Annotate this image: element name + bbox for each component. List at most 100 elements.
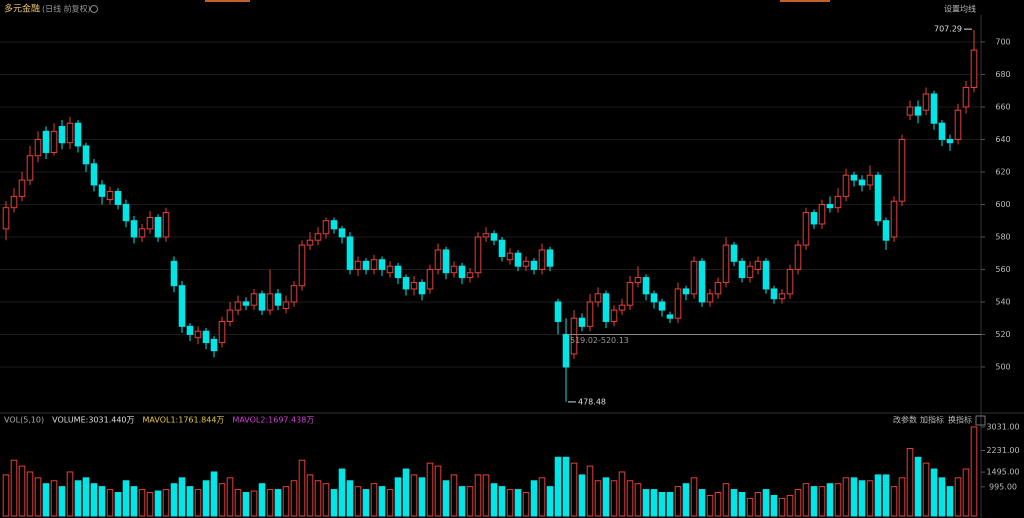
candle-body [890, 200, 898, 238]
candle-body [674, 288, 682, 319]
candle-body [970, 49, 978, 88]
candle-body [122, 203, 130, 222]
candle-body [34, 138, 42, 157]
volume-bar [690, 477, 698, 517]
candle-body [26, 155, 34, 181]
volume-bar [706, 494, 714, 517]
candle-body [634, 277, 642, 283]
volume-bar [546, 486, 554, 517]
candle-body [306, 239, 314, 246]
candle-body [346, 236, 354, 270]
volume-bar [322, 483, 330, 517]
volume-bar [538, 477, 546, 517]
volume-bar [794, 489, 802, 517]
volume-bar [2, 474, 10, 517]
candle-body [722, 244, 730, 283]
volume-button[interactable]: 改参数 [893, 415, 917, 425]
ma-settings[interactable]: 设置均线 [944, 4, 976, 14]
volume-bar [186, 486, 194, 517]
candle-body [770, 288, 778, 300]
volume-bar [450, 474, 458, 517]
candle-body [594, 293, 602, 303]
candle-body [114, 190, 122, 205]
candle-body [330, 220, 338, 230]
y-tick-label: 680 [995, 70, 1010, 79]
volume-bar [114, 492, 122, 517]
y-tick-label: 500 [995, 362, 1010, 371]
candle-body [706, 293, 714, 303]
volume-bar [10, 459, 18, 517]
volume-bar [498, 486, 506, 517]
ref-label: 519.02-520.13 [570, 336, 629, 345]
volume-bar [466, 486, 474, 517]
volume-bar [434, 465, 442, 517]
candle-body [898, 138, 906, 202]
volume-bar [594, 480, 602, 517]
y-tick-label: 580 [995, 232, 1010, 241]
candle-body [626, 281, 634, 306]
low-label: 478.48 [578, 397, 606, 406]
candle-body [762, 260, 770, 290]
volume-bar [818, 486, 826, 517]
candle-body [194, 330, 202, 339]
candle-body [106, 190, 114, 201]
candle-body [146, 216, 154, 230]
volume-indicator: MAVOL2:1697.438万 [232, 416, 314, 425]
close-button[interactable] [975, 415, 986, 426]
volume-bar [626, 480, 634, 517]
volume-bar [722, 483, 730, 517]
volume-bar [930, 468, 938, 517]
volume-bar [746, 497, 754, 517]
candle-body [274, 293, 282, 306]
volume-bar [258, 483, 266, 517]
period: (日线 前复权) [42, 4, 91, 14]
candle-body [666, 314, 674, 319]
volume-bar [90, 483, 98, 517]
volume-button[interactable]: 换指标 [948, 415, 972, 425]
volume-bar [362, 489, 370, 517]
candle-body [962, 86, 970, 108]
volume-bar [330, 489, 338, 517]
candle-body [546, 249, 554, 267]
volume-bar [618, 471, 626, 517]
volume-bar [154, 490, 162, 517]
candle-body [370, 259, 378, 270]
candle-body [162, 212, 170, 238]
volume-bar [530, 480, 538, 517]
volume-button[interactable]: 加指标 [920, 415, 944, 425]
volume-bar [242, 492, 250, 517]
candle-body [538, 249, 546, 270]
volume-bar [578, 474, 586, 517]
volume-bar [562, 456, 570, 517]
volume-bar [386, 489, 394, 517]
candle-body [834, 195, 842, 209]
volume-bar [250, 490, 258, 517]
candle-body [698, 260, 706, 303]
stock-name: 多元金融 [4, 3, 40, 15]
volume-bar [698, 489, 706, 517]
candle-body [714, 281, 722, 295]
candle-body [570, 317, 578, 355]
volume-bar [474, 474, 482, 517]
candle-body [18, 179, 26, 197]
candle-body [338, 228, 346, 238]
candle-body [250, 293, 258, 306]
candle-body [202, 330, 210, 344]
y-tick-label: 620 [995, 167, 1010, 176]
candle-body [130, 220, 138, 238]
candle-body [874, 174, 882, 222]
candle-body [754, 260, 762, 270]
volume-bar [410, 474, 418, 517]
volume-bar [34, 477, 42, 517]
settings-icon[interactable] [90, 5, 98, 13]
volume-bar [178, 477, 186, 517]
y-tick-label: 560 [995, 265, 1010, 274]
volume-bar [634, 483, 642, 517]
volume-bar [394, 477, 402, 517]
volume-bar [682, 483, 690, 517]
volume-bar [218, 483, 226, 517]
volume-bar [226, 477, 234, 517]
volume-bar [730, 489, 738, 517]
volume-bar [490, 483, 498, 517]
candle-body [842, 174, 850, 197]
